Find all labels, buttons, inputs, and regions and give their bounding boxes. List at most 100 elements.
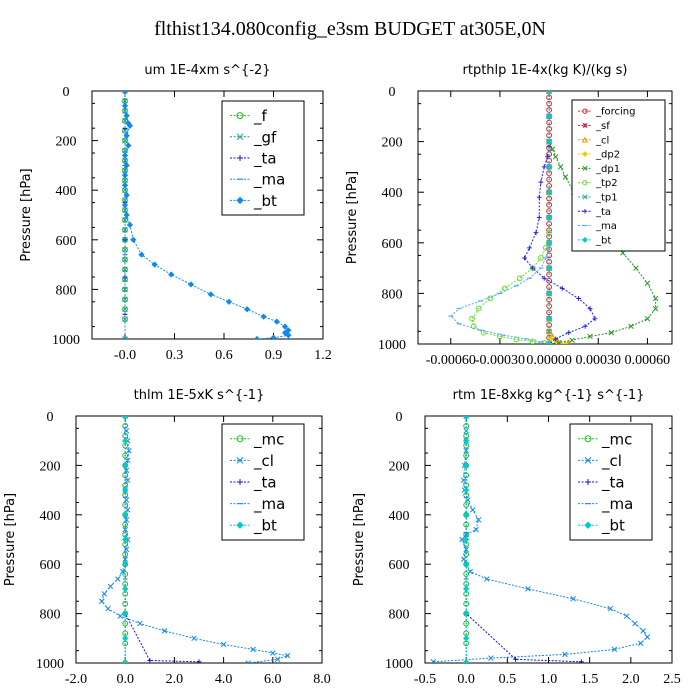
data-point xyxy=(463,452,470,459)
y-axis-label: Pressure [hPa] xyxy=(19,168,34,261)
data-point xyxy=(570,596,576,602)
legend-marker xyxy=(582,209,588,214)
data-point xyxy=(652,305,659,312)
data-point xyxy=(463,610,470,617)
legend-label: _cl xyxy=(595,135,609,146)
x-tick-label: 8.0 xyxy=(313,672,331,687)
series-line xyxy=(124,416,200,663)
data-point xyxy=(107,583,114,590)
data-point xyxy=(191,635,197,642)
data-point xyxy=(460,556,467,563)
data-point xyxy=(123,192,130,199)
data-point xyxy=(130,236,137,243)
data-point xyxy=(530,265,536,271)
panel-title: thlm 1E-5xK s^{-1} xyxy=(134,388,265,403)
data-point xyxy=(121,152,129,159)
data-point xyxy=(463,585,470,593)
y-axis-label: Pressure [hPa] xyxy=(3,493,18,586)
y-tick-label: 600 xyxy=(389,558,410,573)
x-tick-label: 2.0 xyxy=(166,672,184,687)
legend-label: _dp2 xyxy=(595,150,620,161)
data-point xyxy=(480,329,487,336)
x-tick-label: 6.0 xyxy=(264,672,282,687)
x-tick-label: 0.6 xyxy=(215,348,233,363)
data-point xyxy=(119,568,126,575)
legend-marker xyxy=(584,521,592,529)
data-point xyxy=(463,447,469,454)
data-point xyxy=(469,507,476,513)
data-point xyxy=(122,561,129,568)
data-point xyxy=(253,335,261,339)
data-point xyxy=(123,211,130,219)
data-point xyxy=(545,315,553,322)
data-point xyxy=(122,511,129,518)
data-point xyxy=(122,585,129,593)
y-tick-label: 800 xyxy=(56,283,77,298)
x-tick-label: 1.0 xyxy=(540,672,558,687)
data-point xyxy=(475,516,482,523)
data-point xyxy=(284,652,291,659)
data-point xyxy=(125,142,132,149)
legend-marker xyxy=(237,479,243,485)
data-point xyxy=(122,556,128,563)
data-point xyxy=(124,457,131,464)
data-point xyxy=(281,329,289,336)
data-point xyxy=(122,286,128,293)
x-tick-label: -2.0 xyxy=(65,672,87,687)
data-point xyxy=(545,340,553,344)
legend-marker xyxy=(582,236,588,243)
panel-title: um 1E-4xm s^{-2} xyxy=(144,63,270,78)
legend-label: _mc xyxy=(253,430,284,449)
data-point xyxy=(122,610,129,617)
data-point xyxy=(463,416,469,419)
data-point xyxy=(122,217,128,223)
data-point xyxy=(546,328,552,335)
legend-label: _tp2 xyxy=(595,178,618,189)
data-point xyxy=(545,214,553,221)
data-point xyxy=(545,154,550,160)
data-point xyxy=(460,477,467,483)
data-point xyxy=(516,275,523,282)
data-point xyxy=(608,329,615,336)
data-point xyxy=(121,91,129,95)
data-point xyxy=(546,91,552,94)
legend-marker xyxy=(236,112,244,120)
data-layer xyxy=(430,416,651,663)
y-tick-label: 0 xyxy=(389,85,396,100)
legend-label: _bt xyxy=(601,517,625,536)
data-layer xyxy=(99,416,291,663)
x-tick-label: -0.00030 xyxy=(475,353,525,368)
legend-label: _ma xyxy=(253,171,285,190)
data-point xyxy=(545,239,553,246)
legend-marker xyxy=(582,122,588,129)
data-point xyxy=(501,285,508,292)
legend-label: _ma xyxy=(601,495,633,514)
data-point xyxy=(557,164,564,170)
x-tick-label: 0.00000 xyxy=(526,353,572,368)
plot-frame xyxy=(417,90,673,345)
data-point xyxy=(628,323,634,330)
data-point xyxy=(463,486,470,494)
data-point xyxy=(220,641,227,648)
data-point xyxy=(121,182,129,189)
data-layer xyxy=(121,91,292,339)
data-point xyxy=(607,605,614,612)
legend-box xyxy=(569,423,653,541)
y-tick-label: 600 xyxy=(40,558,61,573)
legend-label: _ta xyxy=(595,207,611,218)
data-point xyxy=(122,536,129,543)
data-point xyxy=(644,634,651,640)
data-point xyxy=(123,428,130,434)
data-point xyxy=(488,655,494,661)
y-tick-label: 0 xyxy=(396,410,403,425)
legend-label: _cl xyxy=(601,452,622,471)
data-point xyxy=(587,306,593,311)
data-point xyxy=(536,215,542,220)
data-point xyxy=(527,245,532,251)
y-tick-label: 1000 xyxy=(385,657,413,672)
data-point xyxy=(473,526,479,533)
y-tick-label: 200 xyxy=(40,459,61,474)
x-tick-label: 0.00060 xyxy=(625,353,671,368)
panel-1: um 1E-4xm s^{-2} Pressure [hPa] 0 200 400 600… xyxy=(19,63,332,363)
data-point xyxy=(538,255,544,261)
